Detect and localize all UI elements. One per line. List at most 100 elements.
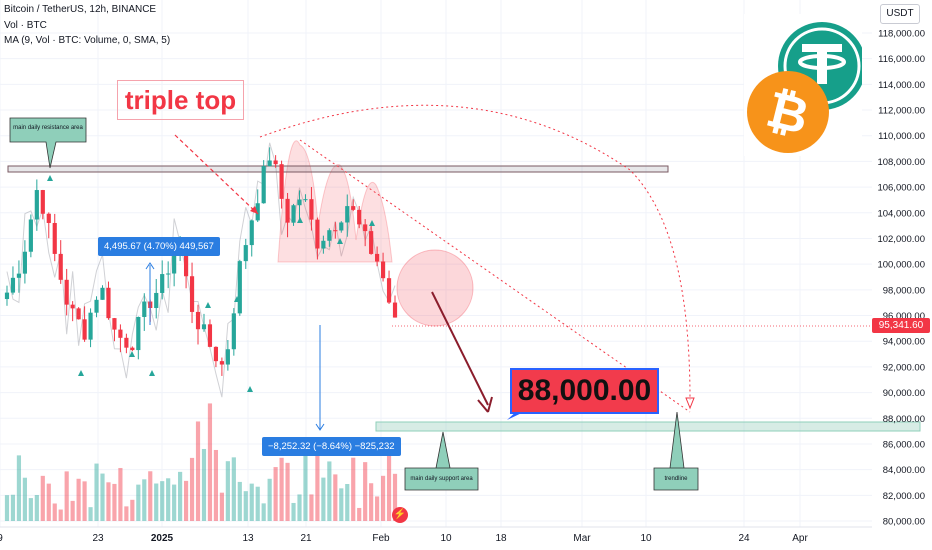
signal-marker xyxy=(129,351,135,357)
candle-body xyxy=(94,299,99,313)
candle-body xyxy=(273,160,278,165)
volume-bar xyxy=(195,421,201,521)
y-tick-label: 108,000.00 xyxy=(877,157,925,168)
candle-body xyxy=(261,166,266,204)
volume-bar xyxy=(4,495,10,521)
candle-body xyxy=(386,278,392,303)
volume-bar xyxy=(219,492,224,521)
y-tick-label: 106,000.00 xyxy=(877,183,925,194)
y-tick-label: 110,000.00 xyxy=(878,131,925,142)
trendline[interactable] xyxy=(299,139,691,413)
volume-bar xyxy=(160,481,165,521)
candle-body xyxy=(243,245,248,262)
measure-down-label[interactable]: −8,252.32 (−8.64%) −825,232 xyxy=(262,437,401,456)
volume-bar xyxy=(267,478,272,521)
breakdown-circle[interactable] xyxy=(396,249,474,327)
candle-body xyxy=(357,209,362,225)
y-tick-label: 94,000.00 xyxy=(883,337,925,348)
trendline-callout-text[interactable]: trendline xyxy=(664,476,688,482)
volume-bar xyxy=(285,462,290,521)
volume-bar xyxy=(64,471,69,521)
candle-body xyxy=(124,337,129,348)
support-band[interactable] xyxy=(375,421,921,432)
signal-marker xyxy=(247,386,253,392)
candle-body xyxy=(267,160,272,167)
volume-bar xyxy=(94,463,99,521)
volume-bar xyxy=(380,475,386,521)
volume-bar xyxy=(249,483,254,521)
x-tick-label: Mar xyxy=(573,533,591,544)
candle-body xyxy=(309,199,314,220)
candle-body xyxy=(375,253,380,262)
volume-bar xyxy=(136,484,141,521)
candle-body xyxy=(40,190,45,214)
candle-body xyxy=(207,324,213,347)
volume-bar xyxy=(375,496,380,521)
volume-bar xyxy=(213,449,219,521)
candle-body xyxy=(34,190,39,220)
candle-body xyxy=(88,312,93,340)
candle-body xyxy=(64,279,69,305)
x-tick-label: Feb xyxy=(372,533,390,544)
measure-down-arrow xyxy=(315,423,325,431)
volume-bar xyxy=(112,483,117,521)
coin-logos: ₿ xyxy=(744,14,866,156)
candle-body xyxy=(291,205,296,223)
triple-top-label[interactable]: triple top xyxy=(117,80,244,120)
x-tick-label: 21 xyxy=(300,533,312,544)
volume-bar xyxy=(40,475,45,521)
volume-bar xyxy=(225,461,230,521)
candle-body xyxy=(82,319,87,340)
y-tick-label: 80,000.00 xyxy=(883,517,925,528)
volume-bar xyxy=(76,478,81,521)
candle-body xyxy=(160,274,165,293)
measure-up-label[interactable]: 4,495.67 (4.70%) 449,567 xyxy=(98,237,220,256)
candle-body xyxy=(213,346,219,362)
currency-selector[interactable]: USDT xyxy=(880,4,920,24)
volume-bar xyxy=(154,483,159,521)
candle-body xyxy=(297,199,302,206)
candle-body xyxy=(327,230,332,241)
resistance-callout-text[interactable]: main daily resistance area xyxy=(13,125,83,131)
candle-body xyxy=(201,324,207,330)
time-axis[interactable]: 9 23 2025 13 21 Feb 10 18 Mar 10 24 Apr xyxy=(0,526,872,544)
alert-icon[interactable]: ⚡ xyxy=(392,507,408,523)
y-tick-label: 82,000.00 xyxy=(883,491,925,502)
candle-body xyxy=(339,222,344,231)
volume-bar xyxy=(309,494,314,521)
signal-marker xyxy=(337,238,343,244)
target-price-label[interactable]: 88,000.00 xyxy=(510,368,659,414)
projection-arrow[interactable] xyxy=(431,291,489,406)
candle-body xyxy=(237,261,242,314)
y-tick-label: 116,000.00 xyxy=(878,54,925,65)
volume-bar xyxy=(58,509,63,521)
y-tick-label: 100,000.00 xyxy=(877,260,925,271)
signal-marker xyxy=(47,175,53,181)
candle-body xyxy=(392,302,398,318)
candle-body xyxy=(333,230,338,232)
price-axis[interactable]: 118,000.00 116,000.00 114,000.00 112,000.00… xyxy=(877,29,925,528)
y-tick-label: 112,000.00 xyxy=(878,106,925,117)
candle-body xyxy=(52,222,57,254)
volume-bar xyxy=(10,494,16,521)
candle-body xyxy=(363,224,368,232)
curved-arrow-head xyxy=(685,397,695,410)
x-tick-label: Apr xyxy=(792,533,808,544)
candle-body xyxy=(16,273,22,278)
volume-bar xyxy=(351,457,356,521)
volume-bar xyxy=(345,484,350,521)
volume-bar xyxy=(22,477,27,521)
volume-bar xyxy=(142,479,147,521)
support-callout-text[interactable]: main daily support area xyxy=(410,476,473,482)
volume-bar xyxy=(28,498,33,521)
trendline-callout-shape xyxy=(653,411,699,491)
volume-bar xyxy=(315,453,320,521)
volume-bar xyxy=(16,455,22,521)
signal-marker xyxy=(369,220,375,226)
candle-body xyxy=(130,347,135,351)
measure-up-arrow xyxy=(145,262,155,270)
volume-bar xyxy=(201,448,207,521)
volume-bar xyxy=(333,474,338,521)
volume-bars xyxy=(4,403,398,521)
